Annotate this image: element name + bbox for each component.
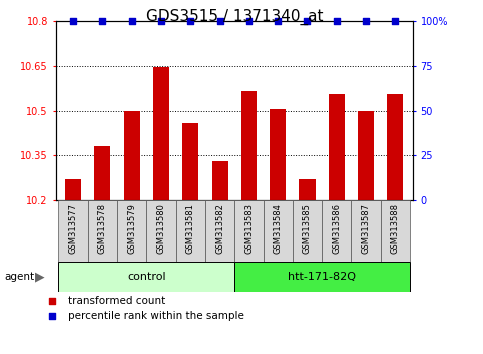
Point (333, 18, 341, 24)
Bar (205, 200, 234, 262)
Bar (387, 94, 403, 200)
Text: agent: agent (5, 272, 35, 282)
Point (157, 18, 165, 24)
Point (48, 314, 56, 319)
Text: ▶: ▶ (35, 270, 44, 284)
Text: htt-171-82Q: htt-171-82Q (288, 272, 356, 282)
Bar (182, 122, 199, 200)
Point (99, 18, 106, 24)
Text: GSM313588: GSM313588 (391, 203, 400, 254)
Point (392, 18, 399, 24)
Text: GSM313579: GSM313579 (127, 203, 136, 254)
Point (216, 18, 224, 24)
Text: GSM313586: GSM313586 (332, 203, 341, 254)
Bar (58, 200, 88, 262)
Text: GSM313581: GSM313581 (186, 203, 195, 254)
Bar (234, 200, 264, 262)
Bar (153, 67, 169, 200)
Text: GSM313585: GSM313585 (303, 203, 312, 254)
Point (304, 18, 312, 24)
Bar (270, 109, 286, 200)
Text: GSM313578: GSM313578 (98, 203, 107, 254)
Bar (352, 200, 381, 262)
Text: GSM313584: GSM313584 (274, 203, 283, 254)
Bar (358, 111, 374, 200)
Point (69, 18, 77, 24)
Text: control: control (127, 272, 166, 282)
Point (186, 18, 194, 24)
Text: GSM313580: GSM313580 (156, 203, 166, 254)
Text: GSM313587: GSM313587 (362, 203, 370, 254)
Bar (146, 200, 176, 262)
Point (48, 298, 56, 304)
Point (274, 18, 282, 24)
Bar (88, 200, 117, 262)
Bar (241, 91, 257, 200)
Text: transformed count: transformed count (68, 296, 165, 306)
Bar (124, 111, 140, 200)
Bar (117, 200, 146, 262)
Point (362, 18, 370, 24)
Bar (322, 200, 352, 262)
Text: GDS3515 / 1371340_at: GDS3515 / 1371340_at (145, 9, 323, 25)
Bar (176, 200, 205, 262)
Bar (65, 179, 81, 200)
Text: GSM313577: GSM313577 (69, 203, 78, 254)
Bar (94, 146, 111, 200)
Point (245, 18, 253, 24)
Text: percentile rank within the sample: percentile rank within the sample (68, 312, 244, 321)
Bar (212, 161, 227, 200)
Bar (299, 179, 315, 200)
Bar (264, 200, 293, 262)
Text: GSM313582: GSM313582 (215, 203, 224, 254)
Text: GSM313583: GSM313583 (244, 203, 254, 254)
Bar (381, 200, 410, 262)
Bar (234, 262, 410, 292)
Bar (58, 262, 234, 292)
Bar (329, 94, 345, 200)
Point (128, 18, 136, 24)
Bar (293, 200, 322, 262)
